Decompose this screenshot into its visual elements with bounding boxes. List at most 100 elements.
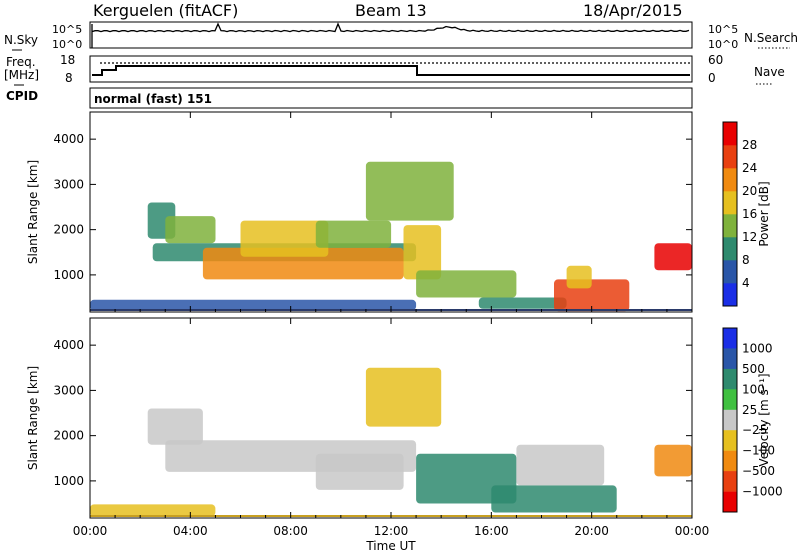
- nsky-label: N.Sky: [4, 33, 38, 47]
- velocity-panel: 00:00 04:00 08:00 12:00 16:00 20:00 00:00 1000 2…: [26, 317, 783, 538]
- power-colorbar-seg-0: [723, 283, 737, 307]
- power-colorbar-seg-7: [723, 122, 737, 146]
- velocity-colorbar-tick-0: 1000: [742, 341, 773, 355]
- power-y-axis-label: Slant Range [km]: [26, 160, 40, 264]
- velocity-colorbar-seg-1: [723, 348, 737, 370]
- velocity-y-tick-label-0: 1000: [53, 474, 84, 488]
- power-y-tick-label-1: 2000: [53, 223, 84, 237]
- power-colorbar-tick-4: 20: [742, 184, 757, 198]
- power-panel: 1000 2000 3000 4000 Slant Range [km] 4 8 12 16 20…: [26, 111, 771, 313]
- power-region-7: [365, 161, 454, 221]
- power-colorbar-tick-5: 24: [742, 161, 757, 175]
- velocity-colorbar-label: Velocity [m s⁻¹]: [757, 373, 771, 466]
- velocity-colorbar-seg-3: [723, 389, 737, 410]
- power-colorbar-tick-6: 28: [742, 138, 757, 152]
- velocity-y-tick-label-1: 2000: [53, 429, 84, 443]
- freq-left-tick-top: 18: [60, 53, 75, 67]
- velocity-colorbar-seg-0: [723, 328, 737, 349]
- power-region-9: [416, 270, 517, 298]
- power-region-10: [478, 297, 567, 309]
- power-colorbar-tick-3: 16: [742, 207, 757, 221]
- velocity-colorbar-tick-7: −1000: [742, 485, 783, 499]
- velocity-colorbar-frame: [722, 327, 738, 513]
- power-colorbar-seg-6: [723, 145, 737, 169]
- freq-left-tick-bottom: 8: [65, 71, 73, 85]
- velocity-colorbar-seg-4: [723, 409, 737, 431]
- power-y-tick-label-2: 3000: [53, 177, 84, 191]
- freq-trace: [92, 65, 690, 76]
- nsky-trace: [91, 22, 690, 48]
- cpid-frame: [89, 87, 693, 109]
- velocity-y-axis-label: Slant Range [km]: [26, 366, 40, 470]
- power-region-13: [654, 243, 692, 271]
- freq-panel: Freq. [MHz] CPID 18 8 60 0 Nave: [4, 53, 785, 103]
- x-tick-label-6: 00:00: [675, 524, 710, 538]
- velocity-region-1: [147, 408, 203, 445]
- power-y-tick-label-0: 1000: [53, 268, 84, 282]
- date-title: 18/Apr/2015: [583, 1, 683, 20]
- freq-label-line1: Freq.: [6, 55, 36, 69]
- nave-right-tick-top: 60: [708, 53, 723, 67]
- nsky-frame: [89, 21, 693, 49]
- nave-label: Nave: [754, 65, 785, 79]
- velocity-region-3: [315, 453, 404, 490]
- freq-label-line2: [MHz]: [4, 68, 39, 82]
- power-colorbar-tick-0: 4: [742, 276, 750, 290]
- velocity-colorbar-tick-6: −500: [742, 464, 775, 478]
- power-colorbar-seg-5: [723, 168, 737, 192]
- velocity-region-8: [654, 444, 692, 477]
- velocity-colorbar-seg-8: [723, 491, 737, 513]
- x-tick-label-0: 00:00: [73, 524, 108, 538]
- velocity-colorbar-tick-2: 100: [742, 382, 765, 396]
- velocity-colorbar-tick-4: −25: [742, 423, 767, 437]
- power-region-0: [90, 299, 417, 311]
- velocity-colorbar-seg-7: [723, 471, 737, 492]
- velocity-colorbar-tick-5: −100: [742, 444, 775, 458]
- station-title: Kerguelen (fitACF): [93, 1, 238, 20]
- x-tick-label-1: 04:00: [173, 524, 208, 538]
- nsearch-label: N.Search: [744, 31, 798, 45]
- power-region-8: [403, 225, 442, 280]
- x-tick-label-3: 12:00: [374, 524, 409, 538]
- power-colorbar-frame: [722, 121, 738, 307]
- power-colorbar-tick-1: 8: [742, 253, 750, 267]
- power-colorbar-seg-1: [723, 260, 737, 284]
- nsky-left-tick-top: 10^5: [52, 23, 82, 36]
- cpid-label: CPID: [6, 89, 38, 103]
- power-region-2: [165, 216, 216, 244]
- nave-right-tick-bottom: 0: [708, 71, 716, 85]
- power-region-6: [315, 220, 392, 248]
- velocity-colorbar-tick-1: 500: [742, 362, 765, 376]
- x-tick-label-4: 16:00: [474, 524, 509, 538]
- velocity-colorbar-tick-3: 25: [742, 403, 757, 417]
- velocity-region-7: [516, 444, 605, 486]
- nsky-right-tick-bottom: 10^0: [708, 38, 738, 51]
- freq-frame: [89, 55, 693, 83]
- x-tick-label-5: 20:00: [574, 524, 609, 538]
- velocity-colorbar-seg-5: [723, 430, 737, 451]
- velocity-y-tick-label-3: 4000: [53, 338, 84, 352]
- power-region-12: [566, 265, 592, 289]
- power-colorbar-seg-4: [723, 191, 737, 215]
- velocity-region-0: [90, 504, 216, 517]
- power-region-5: [240, 220, 329, 257]
- power-colorbar-label: Power [dB]: [757, 181, 771, 246]
- velocity-region-4: [365, 367, 442, 427]
- velocity-colorbar-seg-2: [723, 368, 737, 390]
- nsky-panel: N.Sky 10^5 10^0 10^5 10^0 N.Search: [4, 21, 798, 51]
- velocity-region-6: [491, 485, 617, 513]
- power-colorbar-tick-2: 12: [742, 230, 757, 244]
- power-data-layer: [90, 161, 692, 312]
- nsky-right-tick-top: 10^5: [708, 23, 738, 36]
- velocity-data-layer: [90, 367, 692, 517]
- x-axis-label: Time UT: [365, 539, 416, 553]
- power-colorbar-seg-2: [723, 237, 737, 261]
- velocity-colorbar-seg-6: [723, 450, 737, 472]
- beam-title: Beam 13: [355, 1, 427, 20]
- power-y-tick-label-3: 4000: [53, 132, 84, 146]
- nsky-left-tick-bottom: 10^0: [52, 38, 82, 51]
- x-tick-label-2: 08:00: [273, 524, 308, 538]
- mode-label: normal (fast) 151: [94, 92, 212, 106]
- velocity-y-tick-label-2: 3000: [53, 383, 84, 397]
